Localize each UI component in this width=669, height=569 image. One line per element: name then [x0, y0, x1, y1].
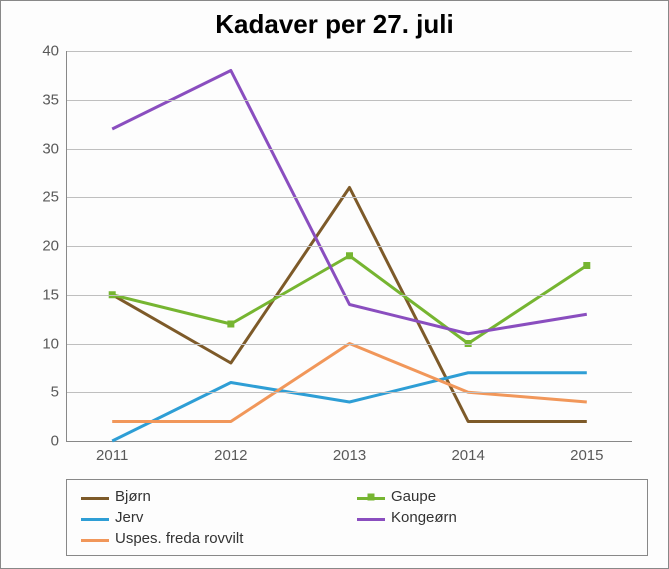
legend-label: Kongeørn: [391, 509, 457, 526]
legend: Bjørn Gaupe Jerv Kongeørn Uspes. freda rovvi…: [66, 479, 648, 556]
gridline: [67, 344, 632, 345]
legend-item: Jerv: [81, 509, 357, 526]
series-line: [112, 373, 587, 441]
y-axis-label: 30: [42, 140, 59, 157]
legend-item: Kongeørn: [357, 509, 633, 526]
legend-item: Gaupe: [357, 488, 633, 505]
x-axis-label: 2015: [570, 447, 603, 464]
y-axis-label: 25: [42, 189, 59, 206]
x-axis-label: 2012: [214, 447, 247, 464]
chart-title: Kadaver per 27. juli: [1, 9, 668, 40]
y-axis-label: 15: [42, 286, 59, 303]
legend-label: Bjørn: [115, 488, 151, 505]
gridline: [67, 149, 632, 150]
gridline: [67, 51, 632, 52]
x-axis-label: 2011: [96, 447, 128, 464]
y-axis-label: 10: [42, 335, 59, 352]
gridline: [67, 246, 632, 247]
series-marker: [583, 262, 590, 269]
plot-area: 051015202530354020112012201320142015: [66, 51, 632, 442]
gridline: [67, 100, 632, 101]
y-axis-label: 20: [42, 238, 59, 255]
gridline: [67, 295, 632, 296]
x-axis-label: 2013: [333, 447, 366, 464]
y-axis-label: 0: [51, 433, 59, 450]
legend-item: Uspes. freda rovvilt: [81, 530, 357, 547]
gridline: [67, 197, 632, 198]
y-axis-label: 35: [42, 91, 59, 108]
legend-label: Gaupe: [391, 488, 436, 505]
series-marker: [346, 252, 353, 259]
legend-label: Uspes. freda rovvilt: [115, 530, 243, 547]
chart-container: Kadaver per 27. juli 0510152025303540201…: [0, 0, 669, 569]
series-marker: [227, 321, 234, 328]
legend-label: Jerv: [115, 509, 143, 526]
series-line: [112, 344, 587, 422]
y-axis-label: 5: [51, 384, 59, 401]
series-line: [112, 256, 587, 344]
legend-item: Bjørn: [81, 488, 357, 505]
y-axis-label: 40: [42, 43, 59, 60]
x-axis-label: 2014: [451, 447, 484, 464]
gridline: [67, 392, 632, 393]
